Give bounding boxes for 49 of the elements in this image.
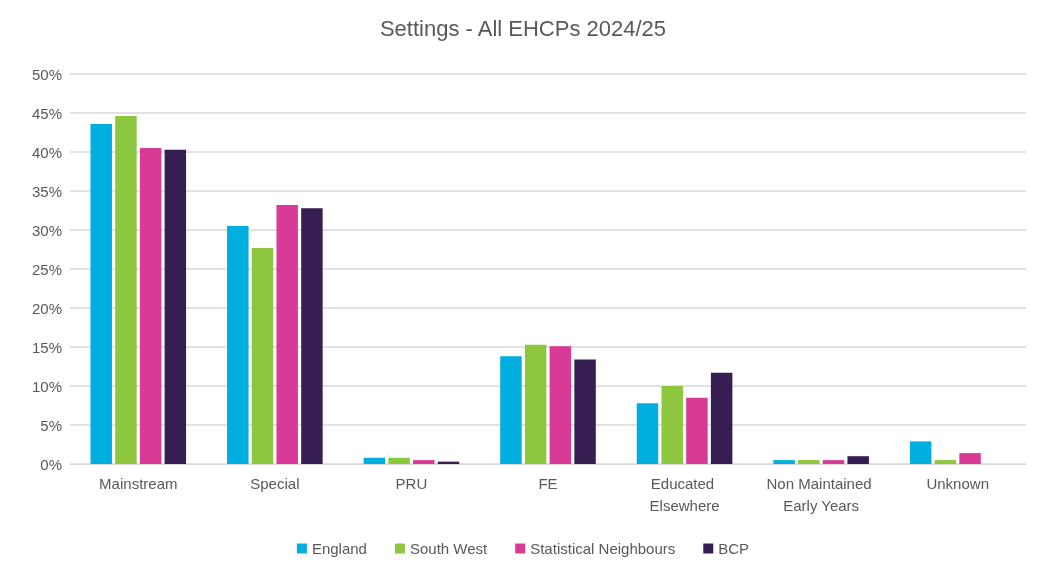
- x-tick-label: Non Maintained Early Years: [766, 474, 876, 514]
- chart-title: Settings - All EHCPs 2024/25: [379, 15, 667, 41]
- y-tick-label: 10%: [31, 377, 62, 395]
- bar: [909, 441, 932, 464]
- legend-label: BCP: [718, 540, 750, 557]
- y-tick-label: 20%: [31, 299, 62, 317]
- y-tick-label: 0%: [40, 455, 62, 473]
- bar: [139, 148, 162, 464]
- y-tick-label: 40%: [31, 143, 62, 161]
- bar: [388, 457, 410, 464]
- bar: [227, 226, 249, 464]
- x-tick-label: Unknown: [926, 474, 989, 492]
- bar: [549, 346, 572, 464]
- bar: [773, 460, 795, 464]
- legend-label: England: [311, 540, 367, 557]
- y-tick-label: 25%: [31, 260, 62, 278]
- bar: [934, 460, 957, 464]
- bar: [90, 123, 112, 464]
- y-tick-label: 35%: [31, 182, 62, 200]
- bar: [301, 208, 323, 464]
- bar: [959, 453, 981, 464]
- bar: [822, 460, 845, 464]
- bar: [710, 372, 733, 464]
- y-tick-label: 30%: [31, 221, 62, 239]
- legend-label: South West: [409, 540, 489, 557]
- bar: [524, 344, 547, 464]
- x-tick-label: Educated Elsewhere: [649, 474, 720, 514]
- bar: [115, 116, 137, 464]
- bar: [798, 460, 820, 464]
- y-tick-label: 5%: [40, 416, 62, 434]
- bar: [500, 356, 522, 464]
- x-tick-label: FE: [538, 474, 558, 492]
- bar: [363, 457, 386, 464]
- x-tick-label: PRU: [395, 474, 428, 492]
- x-tick-label: Special: [250, 474, 300, 492]
- bar: [574, 359, 596, 464]
- bar: [661, 386, 683, 464]
- bar: [686, 397, 708, 464]
- legend-label: Statistical Neighbours: [530, 540, 676, 557]
- bar: [164, 149, 187, 464]
- bar: [636, 403, 659, 464]
- y-tick-label: 15%: [31, 338, 62, 356]
- bar: [413, 460, 435, 464]
- y-tick-label: 50%: [31, 65, 62, 83]
- y-tick-label: 45%: [31, 104, 62, 122]
- bar: [276, 205, 298, 464]
- bar: [251, 247, 274, 464]
- bar: [847, 456, 869, 464]
- x-tick-label: Mainstream: [99, 474, 178, 492]
